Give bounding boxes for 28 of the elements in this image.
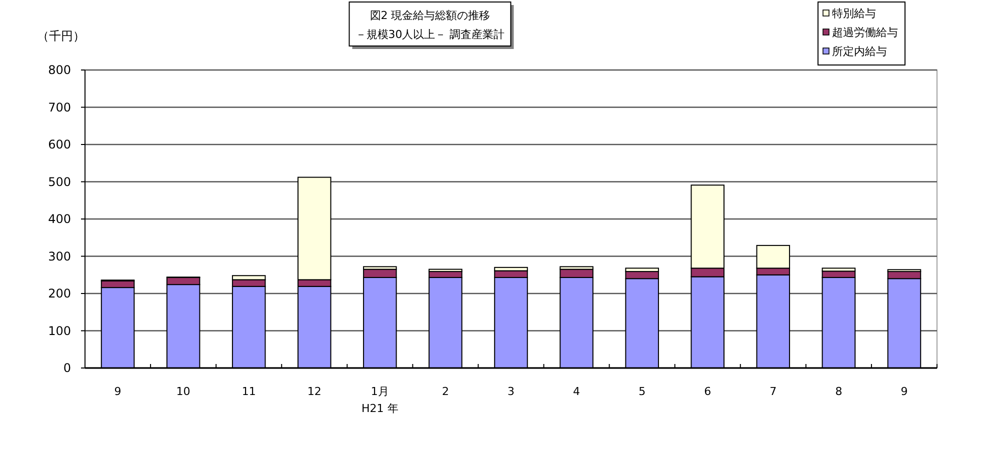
x-tick-label: 6 xyxy=(704,385,712,398)
y-axis-title: （千円） xyxy=(37,29,85,43)
x-tick-label: 5 xyxy=(638,385,646,398)
x-tick-label: 2 xyxy=(442,385,449,398)
chart-subtitle: －規模30人以上－ 調査産業計 xyxy=(355,28,505,41)
y-tick-label: 0 xyxy=(63,361,71,376)
legend-label: 特別給与 xyxy=(832,6,876,20)
x-tick-label: 11 xyxy=(242,385,256,398)
y-tick-label: 600 xyxy=(48,138,71,152)
x-tick-label: 4 xyxy=(573,385,580,398)
y-tick-label: 400 xyxy=(48,212,71,226)
legend-label: 超過労働給与 xyxy=(832,26,898,39)
x-tick-label: 8 xyxy=(835,385,842,398)
x-tick-label: 10 xyxy=(176,385,190,398)
y-tick-label: 300 xyxy=(48,249,71,264)
x-tick-label: 9 xyxy=(900,385,908,398)
x-tick-label: 7 xyxy=(770,385,777,398)
x-tick-label: 9 xyxy=(114,385,122,398)
y-tick-label: 700 xyxy=(48,100,71,114)
chart-title: 図2 現金給与総額の推移 xyxy=(370,9,490,22)
y-tick-label: 200 xyxy=(48,286,71,301)
legend-label: 所定内給与 xyxy=(832,44,887,58)
x-tick-label: 3 xyxy=(508,385,514,398)
y-tick-label: 800 xyxy=(48,63,71,78)
y-tick-label: 500 xyxy=(48,174,71,189)
x-tick-label: 12 xyxy=(307,385,322,398)
y-tick-label: 100 xyxy=(48,324,71,338)
x-tick-label: 1月 H21 年 xyxy=(362,385,398,415)
